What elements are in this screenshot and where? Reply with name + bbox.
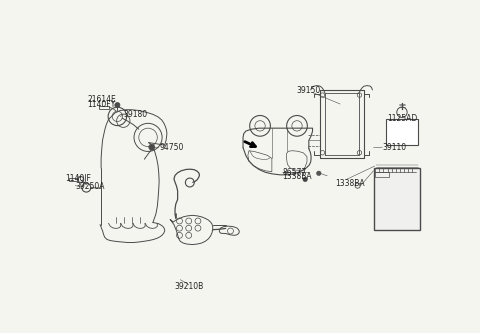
Bar	[373, 168, 420, 230]
Text: 86577: 86577	[282, 167, 306, 176]
Bar	[69, 178, 78, 181]
Text: 94750: 94750	[159, 143, 183, 152]
Bar	[386, 120, 418, 145]
Text: 1140FY: 1140FY	[87, 100, 115, 109]
Text: 39110: 39110	[383, 143, 407, 152]
Text: 1338BA: 1338BA	[335, 178, 364, 187]
Circle shape	[149, 144, 155, 150]
Bar	[374, 172, 389, 177]
Circle shape	[317, 171, 321, 175]
Circle shape	[303, 177, 307, 182]
Bar	[99, 106, 109, 110]
Text: 1140JF: 1140JF	[65, 174, 91, 183]
Text: 21614E: 21614E	[87, 95, 116, 104]
Text: 1338BA: 1338BA	[282, 172, 312, 181]
Text: 39250A: 39250A	[75, 181, 105, 190]
Text: 39180: 39180	[123, 110, 147, 119]
Text: 39210B: 39210B	[174, 282, 204, 291]
Text: 1125AD: 1125AD	[387, 115, 417, 124]
Circle shape	[115, 103, 120, 108]
Text: 39150: 39150	[296, 86, 320, 95]
